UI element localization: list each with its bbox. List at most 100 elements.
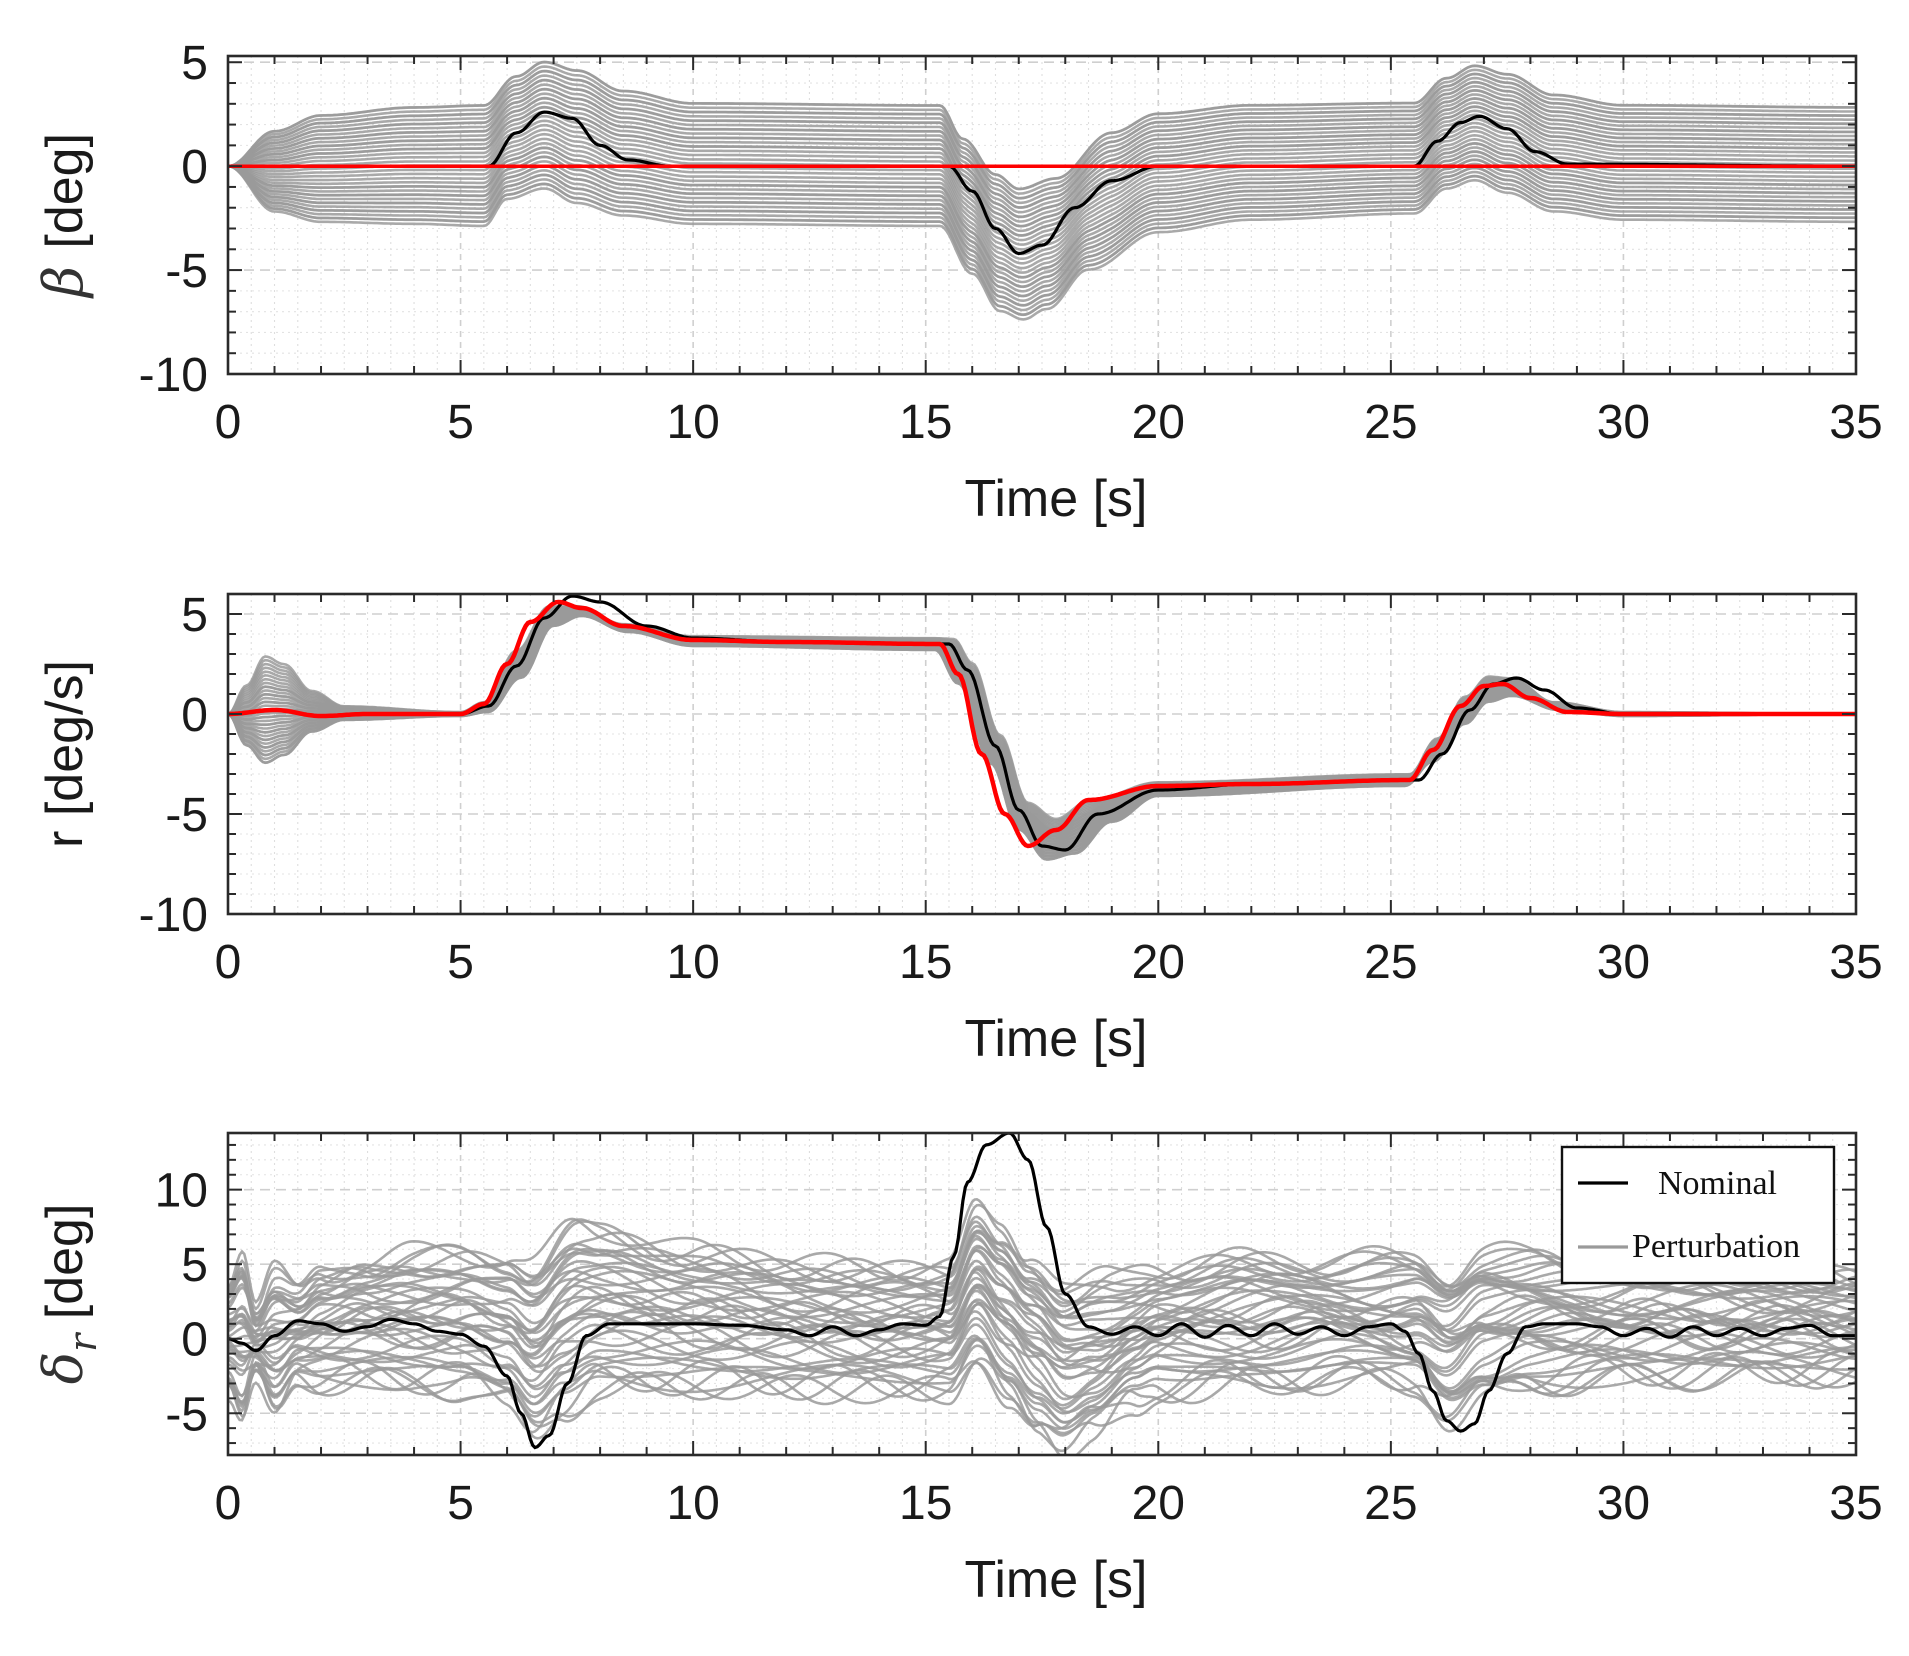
plot-lines xyxy=(228,594,1856,861)
x-tick-label: 20 xyxy=(1132,936,1185,989)
x-tick-label: 30 xyxy=(1597,1477,1650,1530)
y-tick-label: 5 xyxy=(181,37,208,90)
perturbation-line xyxy=(228,146,1856,284)
x-tick-label: 15 xyxy=(899,936,952,989)
x-tick-label: 10 xyxy=(666,396,719,449)
y-axis-symbol: β xyxy=(32,249,95,299)
y-tick-label: 5 xyxy=(181,1239,208,1292)
ticks xyxy=(227,593,1857,915)
axes-box xyxy=(226,54,1858,376)
x-tick-label: 15 xyxy=(899,396,952,449)
perturbation-line xyxy=(228,141,1856,279)
x-axis-title: Time [s] xyxy=(965,1551,1148,1609)
panel-beta: 0 5 10 15 20 25 30 35 -10 -5 0 5 Time [s] β [deg] xyxy=(32,37,1883,528)
x-tick-label: 25 xyxy=(1364,1477,1417,1530)
reference-line xyxy=(228,599,1856,849)
legend-label-perturbation: Perturbation xyxy=(1632,1228,1800,1265)
perturbation-line xyxy=(228,164,1856,321)
x-axis-title: Time [s] xyxy=(965,1010,1148,1068)
perturbation-line xyxy=(228,133,1856,270)
y-axis-unit: [deg] xyxy=(36,1204,94,1334)
perturbation-line xyxy=(228,109,1856,242)
perturbation-line xyxy=(228,83,1856,214)
y-tick-label: -5 xyxy=(165,789,208,842)
x-tick-label: 15 xyxy=(899,1477,952,1530)
y-tick-label: 0 xyxy=(181,689,208,742)
x-tick-label: 0 xyxy=(215,396,242,449)
y-tick-label: 10 xyxy=(155,1165,208,1218)
x-tick-label: 30 xyxy=(1597,936,1650,989)
perturbation-line xyxy=(228,87,1856,219)
y-tick-label: -10 xyxy=(139,349,208,402)
x-tick-label: 30 xyxy=(1597,396,1650,449)
legend-label-nominal: Nominal xyxy=(1658,1165,1777,1202)
y-axis-title: r [deg/s] xyxy=(36,660,94,848)
legend: Nominal Perturbation xyxy=(1560,1145,1836,1285)
x-tick-label: 25 xyxy=(1364,936,1417,989)
perturbation-line xyxy=(228,1357,1856,1455)
x-tick-label: 10 xyxy=(666,936,719,989)
perturbation-line xyxy=(228,164,1856,316)
perturbation-line xyxy=(228,74,1856,205)
nominal-line xyxy=(228,1133,1856,1450)
y-tick-label: -10 xyxy=(139,889,208,942)
ticks xyxy=(227,56,1857,375)
x-tick-label: 35 xyxy=(1829,1477,1882,1530)
perturbation-line xyxy=(228,150,1856,288)
perturbation-line xyxy=(228,1334,1856,1434)
perturbation-line xyxy=(228,96,1856,228)
x-tick-label: 20 xyxy=(1132,396,1185,449)
nominal-line xyxy=(228,110,1856,256)
perturbation-line xyxy=(228,1303,1856,1414)
x-tick-label: 35 xyxy=(1829,936,1882,989)
y-axis-unit: [deg] xyxy=(36,133,94,249)
y-axis-label: r [deg/s] xyxy=(36,660,94,848)
x-tick-label: 25 xyxy=(1364,396,1417,449)
legend-box xyxy=(1560,1145,1836,1285)
x-tick-label: 20 xyxy=(1132,1477,1185,1530)
x-tick-label: 0 xyxy=(215,1477,242,1530)
perturbation-line xyxy=(228,78,1856,209)
perturbation-line xyxy=(228,164,1856,307)
perturbation-line xyxy=(228,69,1856,200)
x-tick-label: 5 xyxy=(447,396,474,449)
x-tick-label: 5 xyxy=(447,1477,474,1530)
x-axis-title: Time [s] xyxy=(965,470,1148,528)
perturbation-line xyxy=(228,105,1856,237)
perturbation-line xyxy=(228,92,1856,223)
y-tick-label: -5 xyxy=(165,1388,208,1441)
y-axis-symbol: δ xyxy=(32,1352,95,1385)
perturbation-line xyxy=(228,113,1856,246)
y-axis-subscript: r xyxy=(61,1331,105,1352)
perturbation-line xyxy=(228,162,1856,303)
perturbation-line xyxy=(228,1229,1856,1342)
y-tick-label: -5 xyxy=(165,245,208,298)
perturbation-line xyxy=(228,117,1856,251)
perturbation-line xyxy=(228,1246,1856,1340)
y-tick-label: 0 xyxy=(181,1314,208,1367)
perturbation-line xyxy=(228,1323,1856,1410)
x-tick-label: 0 xyxy=(215,936,242,989)
perturbation-line xyxy=(228,1248,1856,1351)
perturbation-line xyxy=(228,101,1856,233)
perturbation-line xyxy=(228,60,1856,191)
perturbation-line xyxy=(228,164,1856,312)
perturbation-line xyxy=(228,158,1856,298)
perturbation-line xyxy=(228,1283,1856,1401)
perturbation-line xyxy=(228,1344,1856,1424)
nominal-line xyxy=(228,594,1856,852)
y-tick-label: 5 xyxy=(181,589,208,642)
ticks xyxy=(227,1133,1857,1455)
x-tick-label: 5 xyxy=(447,936,474,989)
y-axis-title: β [deg] xyxy=(32,133,95,299)
y-axis-title: δr [deg] xyxy=(32,1204,105,1385)
perturbation-line xyxy=(228,1244,1856,1320)
y-tick-label: 0 xyxy=(181,141,208,194)
plot-lines xyxy=(228,60,1856,321)
perturbation-line xyxy=(228,65,1856,195)
perturbation-line xyxy=(228,1249,1856,1354)
grid xyxy=(227,593,1857,915)
panel-r: 0 5 10 15 20 25 30 35 -10 -5 0 5 Time [s] r [deg/s] xyxy=(36,589,1883,1068)
